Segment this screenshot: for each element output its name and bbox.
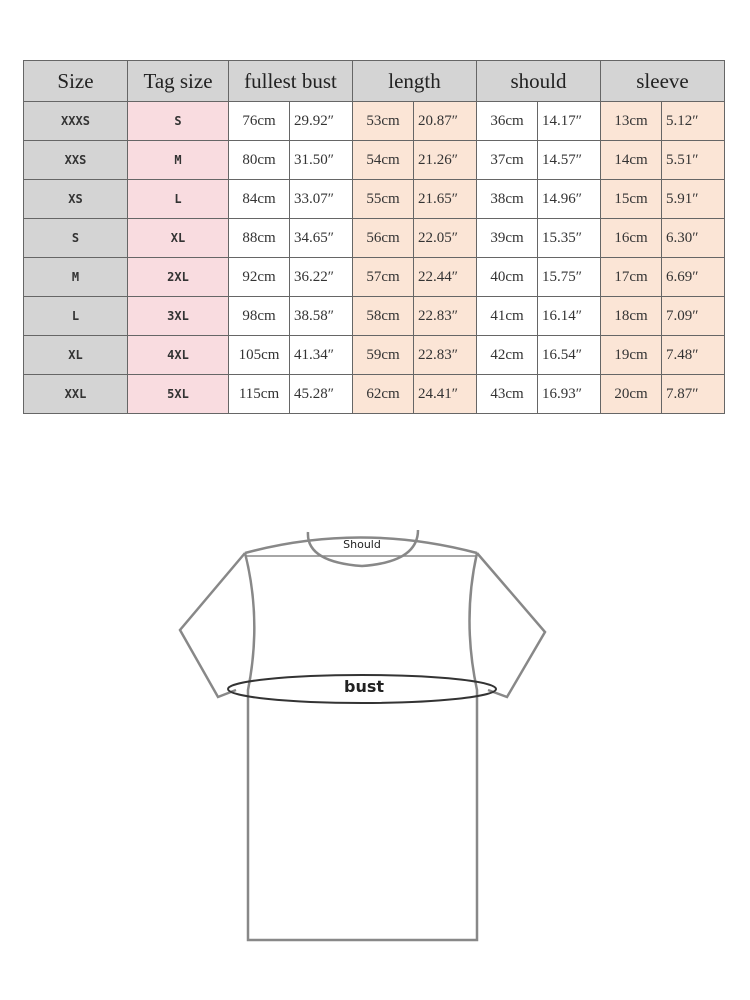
cell-bust-cm: 105cm (228, 335, 290, 375)
header-length: length (352, 60, 477, 102)
cell-length-cm: 53cm (352, 101, 414, 141)
cell-length-in: 21.65″ (413, 179, 477, 219)
cell-tag: 2XL (127, 257, 229, 297)
cell-should-cm: 38cm (476, 179, 538, 219)
cell-should-cm: 39cm (476, 218, 538, 258)
cell-tag: 5XL (127, 374, 229, 414)
cell-sleeve-cm: 18cm (600, 296, 662, 336)
table-row: L 3XL 98cm 38.58″ 58cm 22.83″ 41cm 16.14″ 18cm 7.… (23, 296, 725, 336)
cell-bust-in: 41.34″ (289, 335, 353, 375)
cell-sleeve-in: 6.30″ (661, 218, 725, 258)
cell-sleeve-cm: 17cm (600, 257, 662, 297)
header-row: Size Tag size fullest bust length should… (23, 60, 725, 102)
table-row: XS L 84cm 33.07″ 55cm 21.65″ 38cm 14.96″ 15cm 5.9… (23, 179, 725, 219)
cell-bust-in: 45.28″ (289, 374, 353, 414)
cell-should-in: 16.14″ (537, 296, 601, 336)
cell-should-cm: 36cm (476, 101, 538, 141)
cell-should-cm: 40cm (476, 257, 538, 297)
cell-size: XL (23, 335, 128, 375)
cell-length-in: 22.83″ (413, 296, 477, 336)
cell-should-cm: 37cm (476, 140, 538, 180)
cell-length-in: 22.05″ (413, 218, 477, 258)
cell-length-in: 22.44″ (413, 257, 477, 297)
cell-size: XS (23, 179, 128, 219)
header-sleeve: sleeve (600, 60, 725, 102)
cell-bust-in: 29.92″ (289, 101, 353, 141)
bust-measure-line (227, 674, 497, 704)
cell-sleeve-cm: 13cm (600, 101, 662, 141)
cell-sleeve-in: 5.12″ (661, 101, 725, 141)
cell-should-in: 14.57″ (537, 140, 601, 180)
table-row: M 2XL 92cm 36.22″ 57cm 22.44″ 40cm 15.75″ 17cm 6.… (23, 257, 725, 297)
cell-size: S (23, 218, 128, 258)
cell-sleeve-cm: 20cm (600, 374, 662, 414)
cell-length-cm: 58cm (352, 296, 414, 336)
cell-tag: L (127, 179, 229, 219)
cell-size: M (23, 257, 128, 297)
cell-bust-cm: 76cm (228, 101, 290, 141)
cell-length-cm: 57cm (352, 257, 414, 297)
size-chart-table: Size Tag size fullest bust length should… (23, 60, 725, 414)
bust-label: bust (344, 677, 384, 696)
cell-length-cm: 59cm (352, 335, 414, 375)
cell-tag: XL (127, 218, 229, 258)
cell-sleeve-cm: 19cm (600, 335, 662, 375)
cell-size: XXXS (23, 101, 128, 141)
cell-length-cm: 54cm (352, 140, 414, 180)
cell-bust-in: 31.50″ (289, 140, 353, 180)
header-size: Size (23, 60, 128, 102)
cell-should-in: 16.93″ (537, 374, 601, 414)
cell-tag: 4XL (127, 335, 229, 375)
cell-bust-in: 34.65″ (289, 218, 353, 258)
cell-length-cm: 62cm (352, 374, 414, 414)
cell-sleeve-in: 7.09″ (661, 296, 725, 336)
cell-should-cm: 43cm (476, 374, 538, 414)
table-row: XXL 5XL 115cm 45.28″ 62cm 24.41″ 43cm 16.93″ 20c… (23, 374, 725, 414)
cell-should-in: 15.75″ (537, 257, 601, 297)
cell-tag: M (127, 140, 229, 180)
table-row: XL 4XL 105cm 41.34″ 59cm 22.83″ 42cm 16.54″ 19cm… (23, 335, 725, 375)
cell-length-in: 22.83″ (413, 335, 477, 375)
cell-size: XXL (23, 374, 128, 414)
cell-bust-cm: 88cm (228, 218, 290, 258)
cell-length-cm: 56cm (352, 218, 414, 258)
cell-bust-cm: 115cm (228, 374, 290, 414)
cell-should-in: 14.17″ (537, 101, 601, 141)
table-row: S XL 88cm 34.65″ 56cm 22.05″ 39cm 15.35″ 16cm 6.3… (23, 218, 725, 258)
cell-should-in: 15.35″ (537, 218, 601, 258)
cell-should-cm: 42cm (476, 335, 538, 375)
should-label: Should (343, 538, 381, 551)
cell-bust-in: 36.22″ (289, 257, 353, 297)
cell-length-in: 21.26″ (413, 140, 477, 180)
tshirt-outline (178, 529, 547, 942)
cell-length-in: 24.41″ (413, 374, 477, 414)
cell-sleeve-cm: 15cm (600, 179, 662, 219)
header-should: should (476, 60, 601, 102)
cell-sleeve-cm: 14cm (600, 140, 662, 180)
cell-should-cm: 41cm (476, 296, 538, 336)
cell-size: XXS (23, 140, 128, 180)
table-row: XXXS S 76cm 29.92″ 53cm 20.87″ 36cm 14.17″ 13cm 5… (23, 101, 725, 141)
table-row: XXS M 80cm 31.50″ 54cm 21.26″ 37cm 14.57″ 14cm 5.… (23, 140, 725, 180)
cell-sleeve-in: 7.87″ (661, 374, 725, 414)
cell-tag: 3XL (127, 296, 229, 336)
cell-sleeve-cm: 16cm (600, 218, 662, 258)
cell-sleeve-in: 5.91″ (661, 179, 725, 219)
cell-bust-in: 33.07″ (289, 179, 353, 219)
